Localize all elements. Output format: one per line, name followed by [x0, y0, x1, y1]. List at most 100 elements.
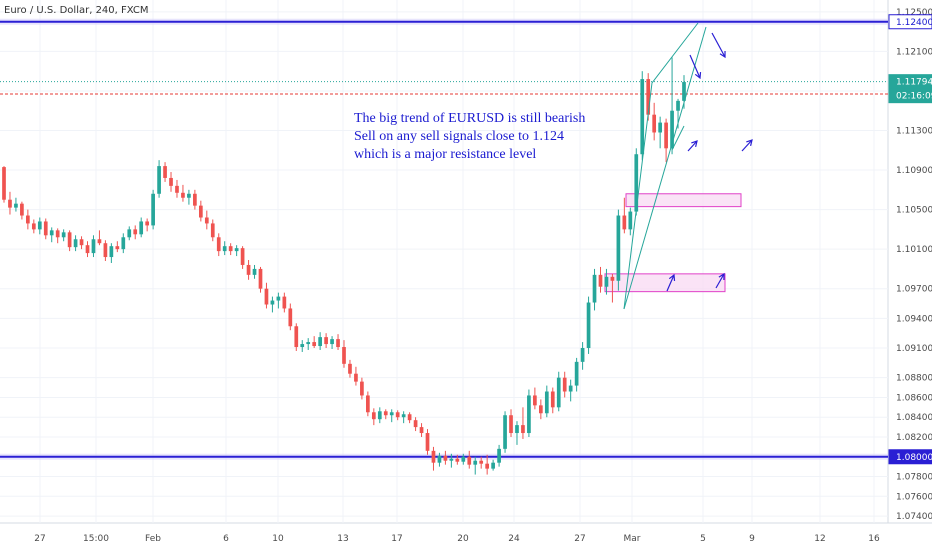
arrow-down-1[interactable]	[689, 54, 702, 80]
candle	[515, 421, 519, 445]
price-tick-label: 1.08600	[896, 393, 932, 403]
arrow-up-3[interactable]	[666, 273, 676, 292]
candle-body	[49, 230, 54, 236]
candle	[145, 218, 150, 232]
candle-body	[43, 221, 48, 236]
candle	[413, 417, 418, 432]
time-tick-label: 12	[814, 534, 825, 544]
candle	[49, 227, 54, 243]
candle-body	[97, 239, 102, 244]
candle	[562, 371, 567, 398]
zone-rect[interactable]	[625, 193, 742, 208]
candle-body	[204, 217, 209, 224]
candle-body	[503, 415, 507, 449]
candle	[586, 296, 591, 354]
candle	[43, 218, 48, 240]
arrow-up-3-head	[668, 273, 676, 282]
candle-body	[479, 460, 484, 464]
support-price-tag: 1.08000	[888, 449, 932, 465]
candle	[509, 409, 513, 437]
candle	[401, 411, 406, 424]
candle-body	[228, 246, 233, 252]
arrow-up-1-head	[691, 140, 698, 147]
candle	[550, 387, 555, 414]
trendline-short[interactable]	[671, 125, 685, 151]
candle-body	[31, 223, 36, 230]
resistance-price-tag: 1.12400	[888, 14, 932, 30]
candle-body	[509, 415, 513, 434]
resistance-price-tag-text: 1.12400	[896, 18, 932, 28]
candle	[455, 454, 460, 465]
candle-body	[419, 427, 424, 434]
candle-body	[527, 395, 531, 434]
candle-body	[407, 414, 412, 421]
candle-body	[610, 276, 615, 281]
candle-body	[592, 274, 597, 303]
price-tick-label: 1.09400	[896, 314, 932, 324]
arrow-up-2-shaft	[741, 139, 753, 152]
arrow-up-2[interactable]	[741, 139, 753, 152]
candle-body	[133, 229, 138, 235]
arrow-down-1-head	[694, 71, 702, 80]
candle-body	[580, 348, 585, 362]
candle-body	[26, 215, 30, 224]
price-axis[interactable]: 1.125001.121001.117001.113001.109001.105…	[896, 8, 932, 522]
resistance-price-tag-box	[888, 14, 932, 30]
arrow-down-1-shaft	[689, 54, 701, 79]
candle	[228, 243, 233, 256]
candle	[360, 377, 364, 400]
arrow-down-2-head	[719, 50, 726, 59]
time-axis[interactable]: 27 15:00 Feb 6 10 13 17 20 24 27 Mar 5 9 12 16	[34, 534, 880, 544]
price-tick-label: 1.10900	[896, 166, 932, 176]
candle-body	[85, 245, 90, 254]
candle-body	[676, 100, 680, 111]
time-tick-label: 24	[508, 534, 520, 544]
candle	[14, 197, 18, 212]
candle	[26, 209, 30, 230]
candle	[163, 162, 167, 182]
candle-body	[139, 221, 144, 235]
candle	[246, 260, 251, 280]
candle-body	[258, 268, 263, 289]
candle-body	[586, 302, 591, 349]
candle-body	[628, 211, 633, 230]
candle-body	[145, 221, 150, 226]
annotation-line-1: The big trend of EURUSD is still bearish	[354, 111, 585, 126]
arrow-down-2[interactable]	[711, 32, 726, 59]
candle	[449, 453, 454, 468]
candle-body	[61, 232, 66, 238]
candle	[377, 407, 382, 424]
candle	[425, 429, 430, 455]
trendline-lower[interactable]	[623, 26, 707, 310]
candle-body	[276, 296, 281, 301]
time-tick-label: 20	[457, 534, 469, 544]
arrow-up-1[interactable]	[687, 140, 698, 152]
candle	[67, 230, 72, 252]
candle	[252, 264, 257, 279]
candle	[37, 217, 42, 235]
trendline-upper[interactable]	[623, 22, 699, 310]
candle	[538, 399, 543, 420]
candle-body	[169, 177, 173, 186]
price-tick-label: 1.08200	[896, 433, 932, 443]
arrow-up-4[interactable]	[715, 272, 725, 289]
candle-body	[210, 223, 215, 238]
candle	[181, 184, 185, 202]
candle-body	[556, 377, 561, 408]
candle	[544, 385, 549, 418]
candle-body	[533, 395, 537, 406]
candle-body	[371, 412, 376, 420]
zone-rect[interactable]	[604, 273, 726, 293]
candle-body	[324, 337, 328, 345]
time-tick-label: 17	[391, 534, 402, 544]
candle	[222, 241, 227, 256]
candle-body	[187, 193, 191, 198]
candle	[604, 268, 609, 295]
candle-body	[175, 185, 179, 193]
candle-body	[670, 110, 674, 149]
candle-body	[377, 411, 382, 420]
candle	[270, 296, 275, 313]
candle	[503, 411, 507, 453]
